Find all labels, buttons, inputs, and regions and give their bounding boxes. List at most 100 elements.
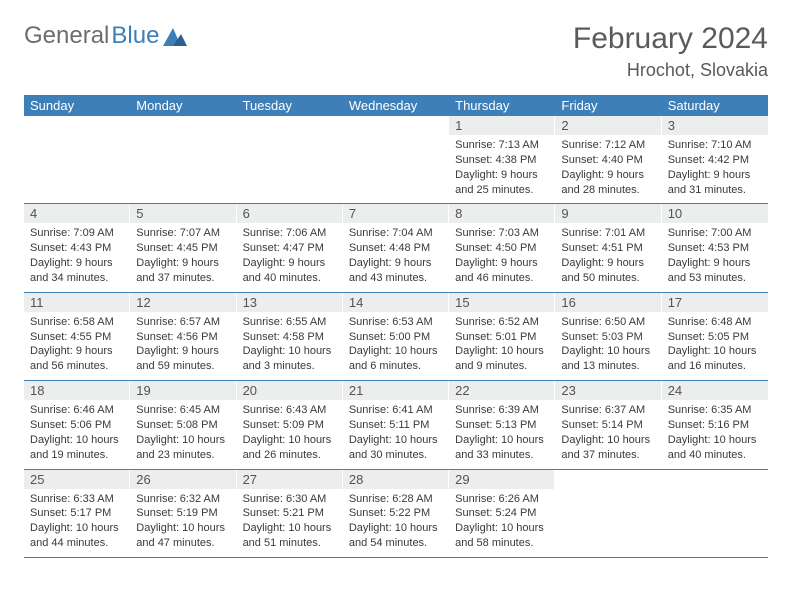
day-info-line: Daylight: 10 hours (668, 433, 762, 448)
day-number: 26 (130, 470, 236, 489)
day-number: 8 (449, 204, 555, 223)
day-body: Sunrise: 7:04 AMSunset: 4:48 PMDaylight:… (343, 223, 449, 291)
day-info-line: Sunset: 4:48 PM (349, 241, 443, 256)
day-info-line: Daylight: 10 hours (455, 344, 549, 359)
day-cell: 25Sunrise: 6:33 AMSunset: 5:17 PMDayligh… (24, 470, 130, 557)
day-info-line: Sunrise: 6:52 AM (455, 315, 549, 330)
day-number: 12 (130, 293, 236, 312)
day-cell: 6Sunrise: 7:06 AMSunset: 4:47 PMDaylight… (237, 204, 343, 291)
day-info-line: and 31 minutes. (668, 183, 762, 198)
week-row: 25Sunrise: 6:33 AMSunset: 5:17 PMDayligh… (24, 470, 768, 558)
week-row: 11Sunrise: 6:58 AMSunset: 4:55 PMDayligh… (24, 293, 768, 381)
day-number (555, 470, 661, 489)
day-body: Sunrise: 6:30 AMSunset: 5:21 PMDaylight:… (237, 489, 343, 557)
day-body: Sunrise: 6:39 AMSunset: 5:13 PMDaylight:… (449, 400, 555, 468)
day-body: Sunrise: 6:37 AMSunset: 5:14 PMDaylight:… (555, 400, 661, 468)
day-info-line: Daylight: 10 hours (243, 521, 337, 536)
day-info-line: Sunset: 4:43 PM (30, 241, 124, 256)
day-info-line: and 9 minutes. (455, 359, 549, 374)
day-cell: 19Sunrise: 6:45 AMSunset: 5:08 PMDayligh… (130, 381, 236, 468)
day-info-line: Daylight: 9 hours (455, 168, 549, 183)
day-body: Sunrise: 6:53 AMSunset: 5:00 PMDaylight:… (343, 312, 449, 380)
day-info-line: Sunset: 5:08 PM (136, 418, 230, 433)
day-body (24, 135, 130, 197)
day-number: 28 (343, 470, 449, 489)
day-info-line: and 44 minutes. (30, 536, 124, 551)
day-number: 20 (237, 381, 343, 400)
calendar-page: GeneralBlue February 2024 Hrochot, Slova… (0, 0, 792, 568)
day-number: 10 (662, 204, 768, 223)
day-info-line: Daylight: 10 hours (561, 344, 655, 359)
day-body (662, 489, 768, 551)
day-number: 25 (24, 470, 130, 489)
weeks-grid: 1Sunrise: 7:13 AMSunset: 4:38 PMDaylight… (24, 116, 768, 558)
day-number: 11 (24, 293, 130, 312)
day-info-line: Sunset: 5:21 PM (243, 506, 337, 521)
day-cell (662, 470, 768, 557)
day-info-line: Sunset: 5:16 PM (668, 418, 762, 433)
day-body: Sunrise: 7:13 AMSunset: 4:38 PMDaylight:… (449, 135, 555, 203)
day-info-line: Sunset: 4:47 PM (243, 241, 337, 256)
day-cell (130, 116, 236, 203)
day-info-line: Sunrise: 7:04 AM (349, 226, 443, 241)
day-info-line: Daylight: 10 hours (455, 521, 549, 536)
day-cell: 5Sunrise: 7:07 AMSunset: 4:45 PMDaylight… (130, 204, 236, 291)
weekday-header: Sunday (24, 95, 130, 116)
day-info-line: Sunrise: 7:10 AM (668, 138, 762, 153)
day-info-line: Sunrise: 7:06 AM (243, 226, 337, 241)
day-number: 1 (449, 116, 555, 135)
day-body: Sunrise: 7:07 AMSunset: 4:45 PMDaylight:… (130, 223, 236, 291)
day-info-line: and 33 minutes. (455, 448, 549, 463)
day-body: Sunrise: 6:28 AMSunset: 5:22 PMDaylight:… (343, 489, 449, 557)
week-row: 4Sunrise: 7:09 AMSunset: 4:43 PMDaylight… (24, 204, 768, 292)
day-info-line: Daylight: 10 hours (349, 433, 443, 448)
day-info-line: Daylight: 9 hours (668, 168, 762, 183)
day-cell: 20Sunrise: 6:43 AMSunset: 5:09 PMDayligh… (237, 381, 343, 468)
day-info-line: Daylight: 10 hours (668, 344, 762, 359)
day-info-line: Sunrise: 7:09 AM (30, 226, 124, 241)
day-info-line: Sunrise: 7:01 AM (561, 226, 655, 241)
day-cell (24, 116, 130, 203)
day-number: 19 (130, 381, 236, 400)
day-number (662, 470, 768, 489)
day-info-line: Daylight: 9 hours (561, 256, 655, 271)
day-info-line: Sunrise: 6:45 AM (136, 403, 230, 418)
day-info-line: Sunrise: 7:07 AM (136, 226, 230, 241)
day-number: 3 (662, 116, 768, 135)
day-info-line: and 16 minutes. (668, 359, 762, 374)
day-info-line: Sunset: 5:11 PM (349, 418, 443, 433)
day-info-line: Sunrise: 7:13 AM (455, 138, 549, 153)
day-info-line: and 37 minutes. (561, 448, 655, 463)
day-info-line: Daylight: 10 hours (455, 433, 549, 448)
day-cell: 24Sunrise: 6:35 AMSunset: 5:16 PMDayligh… (662, 381, 768, 468)
day-body: Sunrise: 6:48 AMSunset: 5:05 PMDaylight:… (662, 312, 768, 380)
day-info-line: and 40 minutes. (668, 448, 762, 463)
day-info-line: Sunset: 4:38 PM (455, 153, 549, 168)
day-info-line: and 46 minutes. (455, 271, 549, 286)
day-info-line: Daylight: 10 hours (243, 344, 337, 359)
day-info-line: Daylight: 9 hours (243, 256, 337, 271)
day-info-line: Daylight: 10 hours (30, 521, 124, 536)
day-info-line: Sunrise: 6:35 AM (668, 403, 762, 418)
day-cell: 15Sunrise: 6:52 AMSunset: 5:01 PMDayligh… (449, 293, 555, 380)
weekday-header-row: SundayMondayTuesdayWednesdayThursdayFrid… (24, 95, 768, 116)
day-info-line: Sunset: 5:19 PM (136, 506, 230, 521)
day-body (555, 489, 661, 551)
day-info-line: Daylight: 9 hours (136, 344, 230, 359)
day-body: Sunrise: 6:26 AMSunset: 5:24 PMDaylight:… (449, 489, 555, 557)
week-row: 1Sunrise: 7:13 AMSunset: 4:38 PMDaylight… (24, 116, 768, 204)
day-info-line: and 47 minutes. (136, 536, 230, 551)
day-info-line: Sunrise: 7:00 AM (668, 226, 762, 241)
day-info-line: and 19 minutes. (30, 448, 124, 463)
day-info-line: Sunrise: 6:33 AM (30, 492, 124, 507)
day-cell: 8Sunrise: 7:03 AMSunset: 4:50 PMDaylight… (449, 204, 555, 291)
day-body (130, 135, 236, 197)
day-cell: 18Sunrise: 6:46 AMSunset: 5:06 PMDayligh… (24, 381, 130, 468)
title-block: February 2024 Hrochot, Slovakia (573, 22, 768, 81)
day-number: 2 (555, 116, 661, 135)
day-info-line: Daylight: 9 hours (668, 256, 762, 271)
day-info-line: and 59 minutes. (136, 359, 230, 374)
day-body: Sunrise: 6:33 AMSunset: 5:17 PMDaylight:… (24, 489, 130, 557)
day-info-line: Daylight: 10 hours (243, 433, 337, 448)
day-number: 7 (343, 204, 449, 223)
